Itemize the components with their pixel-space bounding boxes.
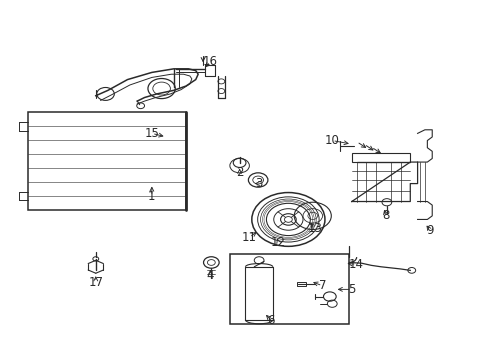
- Text: 2: 2: [235, 166, 243, 179]
- Text: 6: 6: [267, 314, 275, 327]
- Text: 4: 4: [206, 269, 214, 282]
- Text: 10: 10: [324, 134, 339, 147]
- Text: 13: 13: [307, 222, 322, 235]
- Text: 11: 11: [242, 231, 256, 244]
- Text: 1: 1: [148, 190, 155, 203]
- Bar: [297, 282, 305, 286]
- Text: 14: 14: [348, 258, 364, 271]
- Text: 8: 8: [382, 210, 389, 222]
- Bar: [351, 153, 409, 162]
- Text: 5: 5: [347, 283, 355, 296]
- Text: 9: 9: [425, 224, 433, 237]
- Bar: [27, 112, 185, 211]
- Text: 12: 12: [270, 236, 285, 249]
- Text: 17: 17: [88, 276, 103, 289]
- Text: 16: 16: [203, 55, 218, 68]
- Bar: [229, 254, 348, 324]
- Text: 3: 3: [255, 177, 262, 190]
- Text: 7: 7: [318, 279, 325, 292]
- Text: 15: 15: [144, 127, 159, 140]
